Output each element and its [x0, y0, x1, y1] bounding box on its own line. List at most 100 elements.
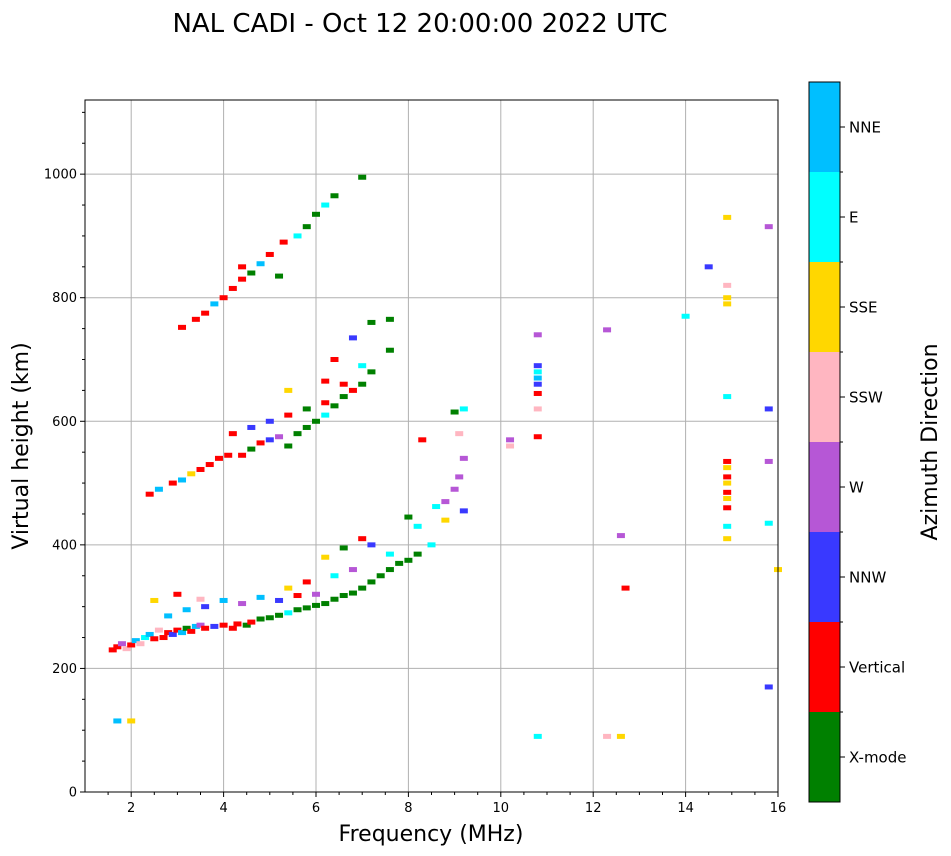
data-point: [616, 533, 625, 539]
colorbar-tick-label: E: [849, 209, 858, 227]
data-point: [404, 557, 413, 563]
data-point: [348, 387, 357, 393]
x-tick-label: 4: [219, 801, 227, 816]
data-point: [506, 437, 515, 443]
data-point: [256, 440, 265, 446]
data-point: [117, 641, 126, 647]
data-point: [367, 369, 376, 375]
colorbar-tick-label: W: [849, 479, 864, 497]
data-point: [432, 504, 441, 510]
y-tick-label: 0: [69, 786, 77, 801]
colorbar-swatch: [809, 532, 840, 622]
data-point: [219, 622, 228, 628]
y-tick-label: 600: [52, 415, 77, 430]
data-point: [164, 613, 173, 619]
data-point: [238, 276, 247, 282]
data-point: [533, 369, 542, 375]
data-point: [256, 261, 265, 267]
data-point: [302, 605, 311, 611]
plot-frame: [84, 99, 779, 793]
y-axis-ticks: 0 200 400 600 800 1000: [44, 111, 85, 801]
data-point: [418, 437, 427, 443]
data-point: [284, 585, 293, 591]
data-point: [450, 409, 459, 415]
data-point: [367, 319, 376, 325]
data-point: [358, 585, 367, 591]
data-point: [385, 551, 394, 557]
x-tick-label: 14: [677, 801, 694, 816]
data-point: [196, 596, 205, 602]
data-point: [127, 642, 136, 648]
data-point: [459, 406, 468, 412]
data-point: [376, 573, 385, 579]
data-point: [178, 630, 187, 636]
data-point: [178, 324, 187, 330]
data-point: [191, 623, 200, 629]
data-point: [224, 452, 233, 458]
data-point: [395, 560, 404, 566]
data-point: [321, 601, 330, 607]
data-point: [723, 282, 732, 288]
y-tick-label: 1000: [44, 168, 77, 183]
data-point: [330, 193, 339, 199]
x-axis-ticks: 2 4 6 8 10 12 14 16: [107, 792, 787, 816]
data-point: [348, 567, 357, 573]
data-point: [247, 270, 256, 276]
colorbar-swatch: [809, 172, 840, 262]
data-point: [150, 636, 159, 642]
x-tick-label: 6: [312, 801, 320, 816]
data-point: [196, 622, 205, 628]
data-point: [312, 418, 320, 424]
data-point: [681, 313, 690, 319]
data-point: [348, 335, 357, 341]
data-point: [302, 224, 311, 230]
data-point: [256, 616, 265, 622]
colorbar-tick-label: Vertical: [849, 659, 905, 677]
data-point: [293, 607, 302, 613]
data-point: [154, 486, 163, 492]
data-point: [321, 202, 330, 208]
colorbar-swatch: [809, 352, 840, 442]
data-point: [265, 251, 274, 257]
data-point: [455, 431, 464, 437]
data-point: [367, 579, 376, 585]
data-point: [131, 638, 140, 644]
data-point: [404, 514, 413, 520]
data-point: [275, 612, 284, 618]
data-point: [348, 590, 357, 596]
data-point: [339, 593, 348, 599]
data-point: [616, 733, 625, 739]
x-tick-label: 16: [770, 801, 787, 816]
y-tick-label: 800: [52, 291, 77, 306]
data-point: [275, 434, 284, 440]
data-point: [603, 327, 612, 333]
data-point: [191, 316, 200, 322]
data-point: [182, 625, 191, 631]
grid: [85, 100, 778, 792]
data-point: [201, 310, 210, 316]
data-point: [358, 381, 367, 387]
data-point: [205, 462, 214, 468]
data-point: [385, 347, 394, 353]
data-point: [358, 536, 367, 542]
data-point: [108, 647, 117, 653]
data-point: [723, 523, 732, 529]
data-point: [321, 554, 330, 560]
data-point: [603, 733, 612, 739]
colorbar-swatch: [809, 262, 840, 352]
data-point: [764, 684, 773, 690]
data-point: [219, 295, 228, 301]
data-point: [330, 357, 339, 362]
data-point: [228, 285, 237, 291]
data-point: [621, 585, 630, 591]
data-point: [723, 489, 732, 495]
data-point: [330, 596, 339, 602]
y-tick-label: 400: [52, 538, 77, 553]
data-point: [506, 443, 515, 449]
colorbar-tick-label: NNE: [849, 119, 881, 137]
data-point: [136, 641, 145, 647]
data-point: [233, 621, 242, 627]
data-point: [312, 591, 320, 597]
x-tick-label: 8: [404, 801, 412, 816]
